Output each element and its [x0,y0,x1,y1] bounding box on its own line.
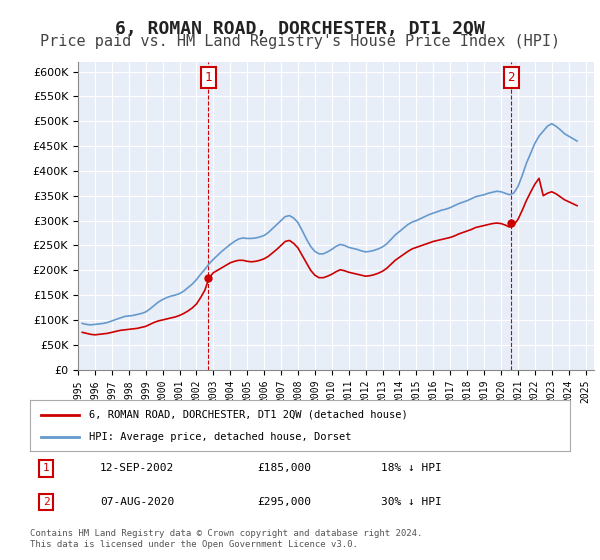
Text: 07-AUG-2020: 07-AUG-2020 [100,497,175,507]
Text: £295,000: £295,000 [257,497,311,507]
Text: Contains HM Land Registry data © Crown copyright and database right 2024.
This d: Contains HM Land Registry data © Crown c… [30,529,422,549]
Text: 6, ROMAN ROAD, DORCHESTER, DT1 2QW: 6, ROMAN ROAD, DORCHESTER, DT1 2QW [115,20,485,38]
Text: 18% ↓ HPI: 18% ↓ HPI [381,463,442,473]
Text: Price paid vs. HM Land Registry's House Price Index (HPI): Price paid vs. HM Land Registry's House … [40,34,560,49]
Text: 2: 2 [508,71,515,84]
Text: 1: 1 [43,463,50,473]
Text: HPI: Average price, detached house, Dorset: HPI: Average price, detached house, Dors… [89,432,352,442]
Text: 1: 1 [205,71,212,84]
Text: 6, ROMAN ROAD, DORCHESTER, DT1 2QW (detached house): 6, ROMAN ROAD, DORCHESTER, DT1 2QW (deta… [89,409,408,419]
Text: 12-SEP-2002: 12-SEP-2002 [100,463,175,473]
Text: 2: 2 [43,497,50,507]
Text: 30% ↓ HPI: 30% ↓ HPI [381,497,442,507]
Text: £185,000: £185,000 [257,463,311,473]
